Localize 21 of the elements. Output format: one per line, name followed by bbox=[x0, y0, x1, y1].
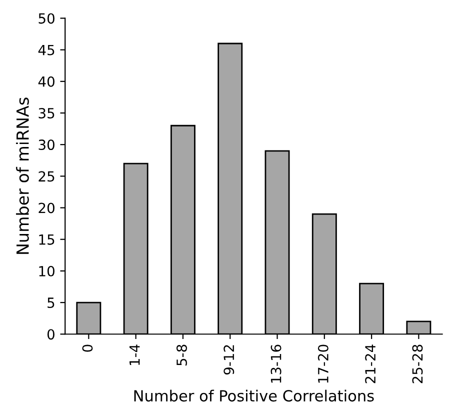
y-tick-label: 40 bbox=[38, 76, 54, 87]
x-tick-label: 9-12 bbox=[224, 345, 234, 374]
y-tick-label: 20 bbox=[38, 202, 54, 214]
x-tick-label: 13-16 bbox=[270, 344, 282, 383]
y-tick-label: 10 bbox=[39, 266, 54, 276]
x-tick-label: 5-8 bbox=[176, 344, 187, 366]
y-axis-title: Number of miRNAs bbox=[16, 98, 29, 254]
y-tick-label: 15 bbox=[39, 234, 54, 245]
y-tick-label: 0 bbox=[47, 329, 54, 340]
x-tick-label: 0 bbox=[82, 344, 93, 352]
x-tick-label: 17-20 bbox=[318, 344, 328, 383]
y-tick-label: 25 bbox=[38, 171, 54, 182]
y-tick-label: 50 bbox=[38, 13, 54, 24]
x-axis-title: Number of Positive Correlations bbox=[134, 390, 374, 402]
y-tick-label: 5 bbox=[48, 298, 54, 308]
x-tick-label: 1-4 bbox=[130, 344, 140, 366]
x-tick-label: 25-28 bbox=[412, 344, 423, 384]
y-tick-label: 45 bbox=[38, 44, 54, 56]
x-tick-label: 21-24 bbox=[365, 344, 376, 384]
y-tick-label: 35 bbox=[38, 108, 54, 118]
y-tick-label: 30 bbox=[38, 140, 54, 150]
